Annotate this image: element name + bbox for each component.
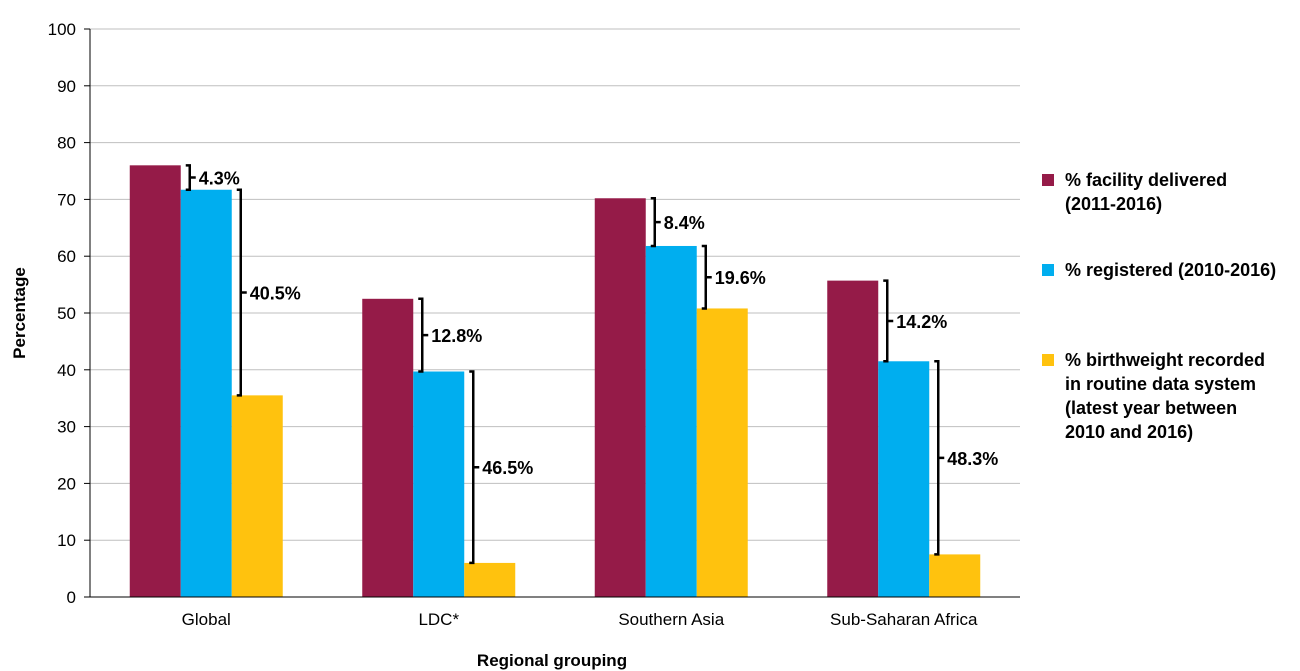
y-tick-label: 30 — [57, 418, 76, 437]
gap-label: 14.2% — [896, 312, 947, 332]
y-tick-label: 100 — [48, 20, 76, 39]
bar-birthweight-recorded — [696, 308, 748, 597]
y-tick-label: 40 — [57, 361, 76, 380]
y-tick-label: 50 — [57, 304, 76, 323]
x-tick-label: Southern Asia — [618, 610, 724, 629]
legend-label: % registered (2010-2016) — [1065, 258, 1300, 282]
gap-bracket — [236, 188, 247, 397]
legend-item: % registered (2010-2016) — [1042, 258, 1300, 282]
gap-bracket — [418, 297, 429, 373]
gap-label: 40.5% — [250, 284, 301, 304]
y-tick-label: 10 — [57, 531, 76, 550]
legend-label: % facility delivered (2011-2016) — [1065, 168, 1300, 216]
gap-label: 19.6% — [715, 268, 766, 288]
legend-label: % birthweight recorded in routine data sy… — [1065, 348, 1300, 444]
y-tick-label: 20 — [57, 474, 76, 493]
bar-facility-delivered — [362, 298, 414, 597]
legend-label-line: % registered (2010-2016) — [1065, 260, 1277, 280]
bar-birthweight-recorded — [231, 395, 283, 597]
legend-item: % facility delivered (2011-2016) — [1042, 168, 1300, 216]
bar-registered — [413, 371, 465, 597]
x-tick-label: Sub-Saharan Africa — [830, 610, 978, 629]
gap-annotations: 4.3% 40.5% 12.8% 46.5% 8.4% 19.6% 14.2% 48.3% — [185, 164, 998, 565]
bar-facility-delivered — [594, 198, 646, 598]
bar-facility-delivered — [827, 280, 879, 597]
x-axis-title: Regional grouping — [477, 651, 627, 670]
y-axis-title: Percentage — [10, 267, 29, 359]
y-tick-labels: 0 10 20 30 40 50 60 70 80 90 100 — [48, 20, 90, 607]
bar-registered — [180, 189, 232, 597]
legend-item: % birthweight recorded in routine data sy… — [1042, 348, 1300, 444]
bar-birthweight-recorded — [929, 554, 981, 597]
y-tick-label: 80 — [57, 134, 76, 153]
gap-label: 8.4% — [664, 213, 705, 233]
x-tick-labels: Global LDC* Southern Asia Sub-Saharan Afric… — [182, 610, 978, 629]
y-tick-label: 90 — [57, 77, 76, 96]
gap-bracket — [883, 279, 894, 363]
gap-bracket — [650, 197, 661, 248]
legend-label-line: (2011-2016) — [1065, 194, 1163, 214]
legend-swatch — [1042, 264, 1054, 276]
bars — [129, 165, 981, 598]
legend-label-line: 2010 and 2016) — [1065, 422, 1194, 442]
gap-bracket — [185, 164, 196, 191]
gap-bracket — [469, 370, 480, 565]
x-tick-label: Global — [182, 610, 231, 629]
gap-label: 4.3% — [199, 169, 240, 189]
bar-birthweight-recorded — [464, 562, 516, 597]
legend-swatch — [1042, 174, 1054, 186]
bar-facility-delivered — [129, 165, 181, 597]
gap-label: 12.8% — [431, 326, 482, 346]
x-tick-label: LDC* — [418, 610, 459, 629]
y-tick-label: 60 — [57, 247, 76, 266]
legend-label-line: (latest year between — [1065, 398, 1238, 418]
gap-label: 48.3% — [947, 449, 998, 469]
legend-label-line: % birthweight recorded — [1065, 350, 1266, 370]
gap-bracket — [934, 360, 945, 556]
y-tick-label: 70 — [57, 190, 76, 209]
gap-label: 46.5% — [482, 458, 533, 478]
bar-registered — [878, 361, 930, 597]
y-tick-label: 0 — [67, 588, 76, 607]
legend-label-line: % facility delivered — [1065, 170, 1228, 190]
bar-registered — [645, 245, 697, 597]
gap-bracket — [701, 244, 712, 310]
legend-label-line: in routine data system — [1065, 374, 1257, 394]
legend-swatch — [1042, 354, 1054, 366]
